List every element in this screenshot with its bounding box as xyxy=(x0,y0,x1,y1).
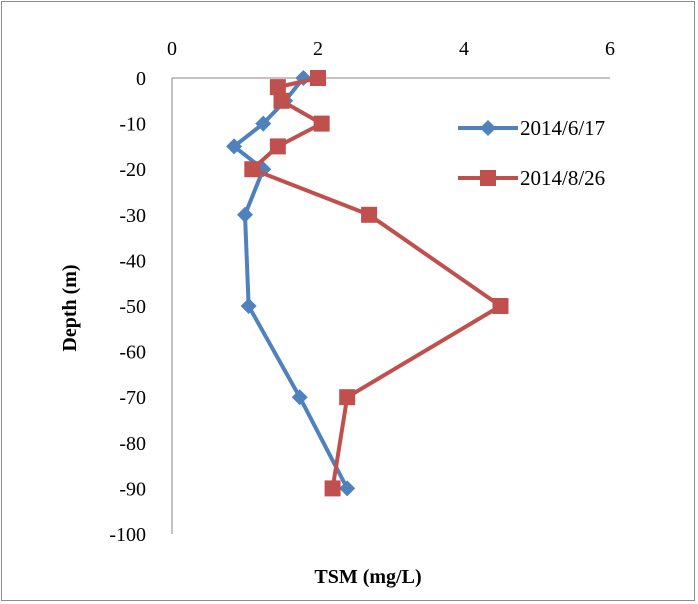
diamond-marker xyxy=(226,138,243,155)
square-marker xyxy=(324,480,341,497)
axes xyxy=(171,77,610,534)
legend: 2014/6/17 2014/8/26 xyxy=(458,116,605,190)
series-2 xyxy=(244,70,509,497)
square-marker xyxy=(361,206,378,223)
x-tick-label: 2 xyxy=(313,38,323,60)
y-tick-label: -30 xyxy=(119,205,146,227)
tick-labels: 0 2 4 6 0 -10 -20 -30 -40 -50 -60 -70 -80 -90 -100 xyxy=(109,38,615,546)
diamond-marker xyxy=(240,298,257,314)
y-tick-label: -90 xyxy=(119,478,146,500)
series-line xyxy=(250,76,503,489)
y-tick-label: -80 xyxy=(119,433,146,455)
y-tick-label: 0 xyxy=(136,68,146,90)
y-tick-label: -10 xyxy=(119,114,146,136)
square-marker xyxy=(244,161,261,178)
square-marker xyxy=(339,389,356,406)
legend-diamond-icon xyxy=(480,120,496,136)
diamond-marker xyxy=(339,480,356,497)
diamond-marker xyxy=(237,206,253,223)
y-tick-label: -40 xyxy=(119,250,146,272)
diamond-marker xyxy=(255,115,272,132)
y-tick-label: -70 xyxy=(119,387,146,409)
x-tick-label: 0 xyxy=(167,38,177,60)
square-marker xyxy=(492,298,509,314)
x-tick-label: 6 xyxy=(605,38,615,60)
legend-square-icon xyxy=(480,170,496,186)
square-marker xyxy=(269,79,286,96)
y-tick-label: -50 xyxy=(119,296,146,318)
square-marker xyxy=(310,70,326,86)
x-axis-title: TSM (mg/L) xyxy=(314,566,421,588)
y-tick-label: -60 xyxy=(119,342,146,364)
y-tick-label: -20 xyxy=(119,159,146,181)
series-layer xyxy=(226,70,509,497)
y-axis-title: Depth (m) xyxy=(59,264,81,351)
square-marker xyxy=(273,92,290,109)
legend-label: 2014/8/26 xyxy=(520,166,605,190)
x-tick-label: 4 xyxy=(459,38,469,60)
series-1 xyxy=(226,70,356,497)
diamond-marker xyxy=(291,389,308,406)
square-marker xyxy=(269,138,286,155)
y-tick-label: -100 xyxy=(109,524,146,546)
square-marker xyxy=(313,115,330,132)
legend-label: 2014/6/17 xyxy=(520,116,605,140)
